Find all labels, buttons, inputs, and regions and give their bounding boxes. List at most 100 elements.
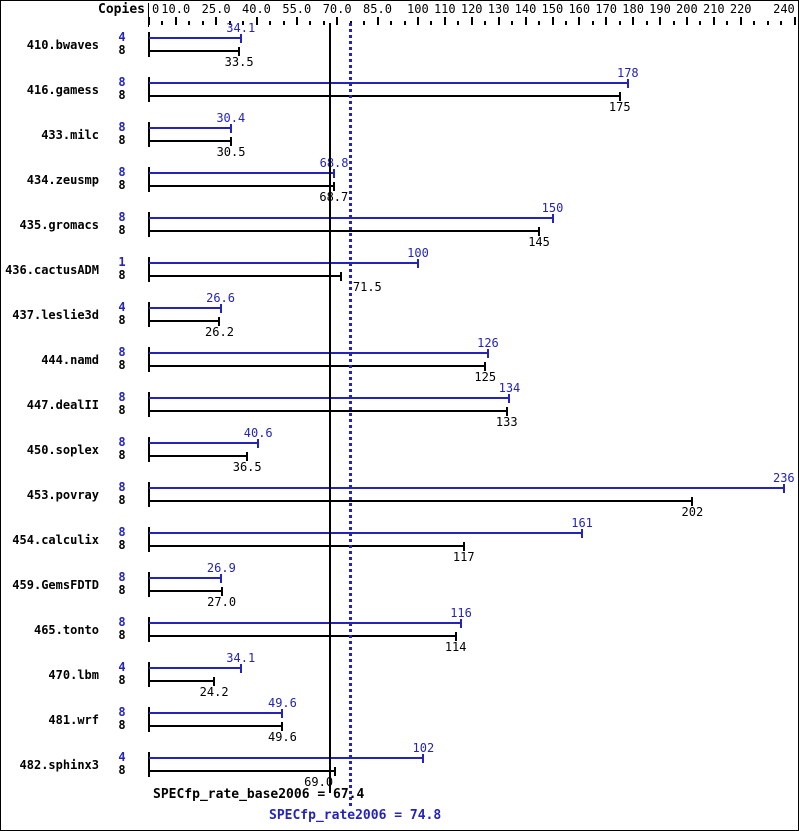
x-axis-minor-tick — [457, 21, 460, 25]
x-axis-minor-tick — [672, 21, 675, 25]
x-axis-minor-tick — [269, 21, 272, 25]
peak-rate-summary: SPECfp_rate2006 = 74.8 — [269, 808, 442, 823]
base-copies-label: 8 — [118, 313, 126, 327]
base-bar-end-tick — [246, 452, 249, 461]
bar-group-start-tick — [148, 482, 150, 507]
bar-group-start-tick — [148, 392, 150, 417]
x-axis-minor-tick — [403, 21, 406, 25]
base-copies-label: 8 — [118, 178, 126, 192]
peak-bar — [149, 127, 231, 129]
peak-bar-end-tick — [460, 619, 463, 628]
x-axis-tick-label: 10.0 — [161, 2, 191, 16]
base-bar — [149, 770, 335, 772]
peak-bar — [149, 577, 222, 579]
x-axis-minor-tick — [228, 21, 231, 25]
benchmark-name-label: 444.namd — [41, 352, 99, 367]
x-axis-minor-tick — [322, 21, 325, 25]
benchmark-name-label: 435.gromacs — [19, 217, 99, 232]
peak-value-label: 178 — [616, 66, 639, 80]
base-bar — [149, 50, 240, 52]
base-bar-end-tick — [484, 362, 487, 371]
base-bar — [149, 725, 283, 727]
x-axis-major-tick — [376, 17, 379, 25]
benchmark-name-label: 447.dealII — [26, 397, 99, 412]
benchmark-name-label: 454.calculix — [12, 532, 99, 547]
peak-bar-end-tick — [257, 439, 260, 448]
x-axis-tick-label: 140 — [514, 2, 537, 16]
peak-bar — [149, 352, 488, 354]
peak-bar-end-tick — [551, 214, 554, 223]
base-bar-end-tick — [340, 272, 343, 281]
benchmark-name-label: 410.bwaves — [26, 37, 99, 52]
bar-group-start-tick — [148, 527, 150, 552]
base-value-label: 133 — [495, 415, 518, 429]
peak-copies-label: 8 — [118, 570, 126, 584]
x-axis-major-tick — [739, 17, 742, 25]
peak-copies-label: 8 — [118, 165, 126, 179]
x-axis-minor-tick — [726, 21, 729, 25]
base-copies-label: 8 — [118, 88, 126, 102]
x-axis-tick-label: 220 — [729, 2, 752, 16]
x-axis-minor-tick — [618, 21, 621, 25]
peak-bar-end-tick — [239, 664, 242, 673]
base-bar — [149, 545, 464, 547]
peak-value-label: 116 — [450, 606, 472, 620]
peak-bar — [149, 172, 335, 174]
peak-bar-end-tick — [486, 349, 489, 358]
x-axis-major-tick — [470, 17, 473, 25]
x-axis-minor-tick — [511, 21, 514, 25]
peak-rate-reference-line — [349, 23, 353, 807]
x-axis-major-tick — [632, 17, 635, 25]
x-axis-tick-label: 70.0 — [322, 2, 352, 16]
base-copies-label: 8 — [118, 43, 126, 57]
peak-value-label: 161 — [571, 516, 593, 530]
base-value-label: 26.2 — [205, 325, 234, 339]
base-bar-end-tick — [618, 92, 621, 101]
base-copies-label: 8 — [118, 268, 126, 282]
x-axis-major-tick — [793, 17, 796, 25]
peak-value-label: 68.8 — [319, 156, 349, 170]
x-axis-tick-label: 120 — [460, 2, 483, 16]
x-axis-tick-label: 85.0 — [363, 2, 392, 16]
base-value-label: 33.5 — [224, 55, 254, 69]
x-axis-major-tick — [336, 17, 339, 25]
x-axis-minor-tick — [161, 21, 164, 25]
bar-group-start-tick — [148, 572, 150, 597]
peak-value-label: 126 — [477, 336, 499, 350]
peak-value-label: 26.9 — [206, 561, 236, 575]
base-copies-label: 8 — [118, 358, 126, 372]
x-axis-major-tick — [148, 17, 150, 25]
bar-group-start-tick — [148, 302, 150, 327]
base-value-label: 69.0 — [304, 775, 334, 789]
peak-bar-end-tick — [219, 304, 222, 313]
benchmark-name-label: 433.milc — [41, 127, 99, 142]
peak-bar-end-tick — [281, 709, 284, 718]
base-bar-end-tick — [218, 317, 221, 326]
x-axis-major-tick — [417, 17, 419, 25]
base-bar — [149, 365, 486, 367]
x-axis-minor-tick — [201, 21, 204, 25]
peak-bar — [149, 397, 510, 399]
benchmark-name-label: 459.GemsFDTD — [12, 577, 99, 592]
peak-value-label: 236 — [772, 471, 795, 485]
peak-copies-label: 8 — [118, 705, 126, 719]
peak-copies-label: 8 — [118, 210, 126, 224]
peak-value-label: 40.6 — [243, 426, 273, 440]
base-value-label: 27.0 — [207, 595, 237, 609]
base-rate-summary: SPECfp_rate_base2006 = 67.4 — [153, 787, 365, 802]
x-axis-tick-label: 40.0 — [242, 2, 271, 16]
bar-group-start-tick — [148, 77, 150, 102]
x-axis-minor-tick — [753, 21, 756, 25]
peak-bar — [149, 487, 784, 489]
base-value-label: 36.5 — [232, 460, 262, 474]
peak-bar-end-tick — [581, 529, 584, 538]
base-bar-end-tick — [220, 587, 223, 596]
x-axis-tick-label: 160 — [568, 2, 591, 16]
peak-bar — [149, 262, 418, 264]
peak-copies-label: 4 — [118, 300, 126, 314]
benchmark-name-label: 437.leslie3d — [12, 307, 99, 322]
x-axis-minor-tick — [645, 21, 648, 25]
x-axis-tick-label: 170 — [595, 2, 618, 16]
x-axis-tick-label: 25.0 — [201, 2, 231, 16]
